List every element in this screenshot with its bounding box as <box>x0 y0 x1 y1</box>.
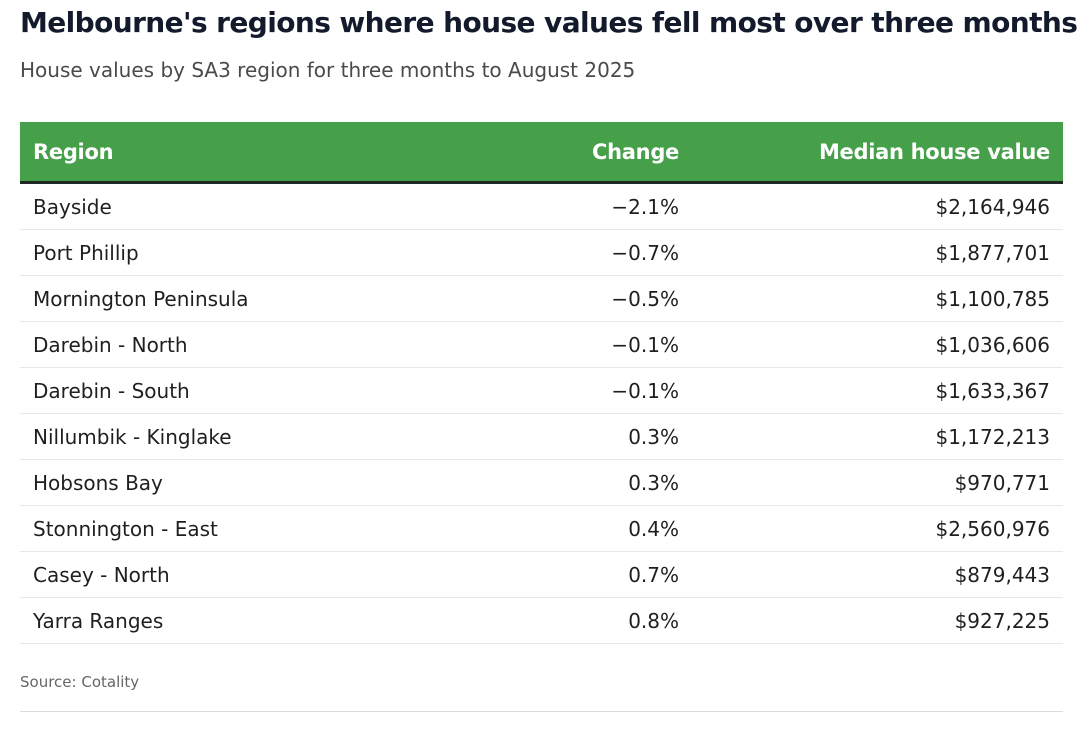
column-header-region: Region <box>20 122 426 184</box>
table-row: Darebin - North −0.1% $1,036,606 <box>20 321 1063 368</box>
region-cell: Mornington Peninsula <box>20 275 426 322</box>
region-cell: Port Phillip <box>20 229 426 276</box>
change-cell: −0.7% <box>426 229 692 276</box>
region-cell: Hobsons Bay <box>20 459 426 506</box>
change-cell: −2.1% <box>426 182 692 230</box>
median-value-cell: $2,164,946 <box>692 182 1063 230</box>
chart-subtitle: House values by SA3 region for three mon… <box>20 58 636 82</box>
median-value-cell: $970,771 <box>692 459 1063 506</box>
median-value-cell: $1,633,367 <box>692 367 1063 414</box>
table-row: Stonnington - East 0.4% $2,560,976 <box>20 505 1063 552</box>
change-cell: −0.1% <box>426 321 692 368</box>
region-cell: Yarra Ranges <box>20 597 426 644</box>
change-cell: 0.3% <box>426 413 692 460</box>
change-cell: 0.7% <box>426 551 692 598</box>
table-row: Nillumbik - Kinglake 0.3% $1,172,213 <box>20 413 1063 460</box>
median-value-cell: $879,443 <box>692 551 1063 598</box>
change-cell: −0.1% <box>426 367 692 414</box>
table-row: Port Phillip −0.7% $1,877,701 <box>20 229 1063 276</box>
data-table: Region Change Median house value Bayside… <box>20 122 1063 644</box>
median-value-cell: $1,172,213 <box>692 413 1063 460</box>
region-cell: Casey - North <box>20 551 426 598</box>
change-cell: −0.5% <box>426 275 692 322</box>
table-header-row: Region Change Median house value <box>20 122 1063 184</box>
region-cell: Nillumbik - Kinglake <box>20 413 426 460</box>
column-header-change: Change <box>426 122 692 184</box>
table-row: Darebin - South −0.1% $1,633,367 <box>20 367 1063 414</box>
table-row: Casey - North 0.7% $879,443 <box>20 551 1063 598</box>
median-value-cell: $927,225 <box>692 597 1063 644</box>
chart-title: Melbourne's regions where house values f… <box>20 6 1078 39</box>
table-row: Hobsons Bay 0.3% $970,771 <box>20 459 1063 506</box>
region-cell: Darebin - North <box>20 321 426 368</box>
region-cell: Bayside <box>20 182 426 230</box>
change-cell: 0.3% <box>426 459 692 506</box>
table-row: Mornington Peninsula −0.5% $1,100,785 <box>20 275 1063 322</box>
source-note: Source: Cotality <box>20 673 140 691</box>
table-row: Bayside −2.1% $2,164,946 <box>20 182 1063 230</box>
change-cell: 0.4% <box>426 505 692 552</box>
median-value-cell: $1,036,606 <box>692 321 1063 368</box>
median-value-cell: $1,100,785 <box>692 275 1063 322</box>
median-value-cell: $1,877,701 <box>692 229 1063 276</box>
table-row: Yarra Ranges 0.8% $927,225 <box>20 597 1063 644</box>
region-cell: Darebin - South <box>20 367 426 414</box>
column-header-median-value: Median house value <box>692 122 1063 184</box>
change-cell: 0.8% <box>426 597 692 644</box>
footer-divider <box>20 711 1063 712</box>
median-value-cell: $2,560,976 <box>692 505 1063 552</box>
region-cell: Stonnington - East <box>20 505 426 552</box>
